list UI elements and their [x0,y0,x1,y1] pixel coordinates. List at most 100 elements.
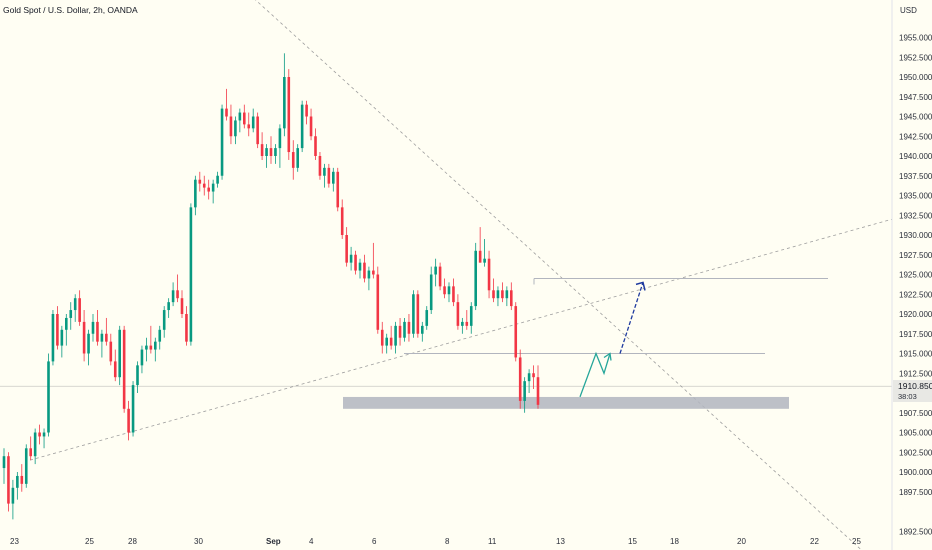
candle [47,353,50,437]
price-axis[interactable] [892,0,932,550]
candle [447,282,451,303]
candle [532,365,535,390]
x-tick-label: 30 [194,537,203,546]
candle [122,325,126,413]
candle [113,349,117,382]
x-tick-label: 4 [309,537,314,546]
candle-body [505,290,509,299]
candle [296,144,299,172]
candle-body [425,310,429,326]
y-tick-label: 1902.500 [899,448,932,457]
candle [78,290,81,326]
candle-body [154,341,157,350]
candle-body [412,294,415,334]
candles-layer [2,53,540,520]
candle [274,144,277,164]
candle [398,317,402,346]
x-tick-label: 22 [810,537,819,546]
candle [131,381,135,437]
candle-body [243,112,246,125]
candle-body [113,361,117,378]
candle [69,302,73,330]
candle [487,250,491,299]
candle-body [16,475,19,488]
candle-body [87,333,90,354]
candle [51,310,55,366]
candle-body [47,361,50,433]
candle-body [461,321,464,326]
candle [82,310,86,362]
candle-body [211,183,215,192]
x-tick-label: 18 [670,537,679,546]
candle-body [2,456,6,469]
green-arrow-head [603,352,612,361]
candle [376,266,380,334]
candle-body [487,258,491,291]
candle-body [38,432,41,437]
candle [56,306,59,350]
candle-body [492,290,495,299]
x-tick-label: 15 [628,537,637,546]
candle [211,179,215,204]
candle-body [131,385,135,433]
candle [60,325,64,358]
candle-body [380,329,384,346]
chart-title: Gold Spot / U.S. Dollar, 2h, OANDA [3,5,138,15]
candle-body [60,329,64,346]
candle [332,167,335,192]
candle [207,179,210,200]
candle [478,227,482,263]
candle-body [518,357,522,401]
candle-body [7,456,10,504]
candle [412,290,415,338]
y-tick-label: 1892.500 [899,527,932,536]
candle-body [194,179,197,208]
candle [349,246,353,271]
candle [65,314,68,346]
candle-body [283,77,286,129]
candle [105,317,108,346]
candle-body [318,156,322,176]
y-tick-label: 1955.000 [899,34,932,43]
candle-body [483,258,486,263]
candle-body [327,167,331,184]
candle [198,171,202,192]
candle-body [398,325,402,338]
candle [229,104,233,145]
candle [354,250,357,275]
candle-body [349,254,353,263]
candle [287,69,291,160]
candle [452,278,455,307]
candle-body [265,148,268,156]
candle-body [421,325,424,334]
candle-body [51,314,55,362]
candle-body [136,365,139,386]
candle-body [332,171,335,184]
candle-body [394,325,397,346]
candle [345,227,348,267]
candle [278,124,282,168]
candle [469,302,473,334]
candle [7,452,10,512]
y-tick-label: 1925.000 [899,271,932,280]
candle [456,294,460,330]
candle-body [96,321,99,342]
drawings-layer [0,0,893,550]
candle [29,436,32,461]
y-tick-label: 1942.500 [899,132,932,141]
candle [11,479,15,520]
candle [496,286,500,307]
plot-area[interactable] [0,0,892,550]
candle [336,167,340,212]
candle-body [149,345,153,350]
candle-body [118,329,121,378]
price-tag: 1910.850 38:03 [893,380,932,402]
candle-body [234,120,237,137]
candle [256,112,259,149]
blue-projection-arrow [619,282,644,354]
candle [216,171,219,188]
y-tick-label: 1935.000 [899,192,932,201]
candle [536,365,540,409]
x-tick-label: 13 [556,537,565,546]
